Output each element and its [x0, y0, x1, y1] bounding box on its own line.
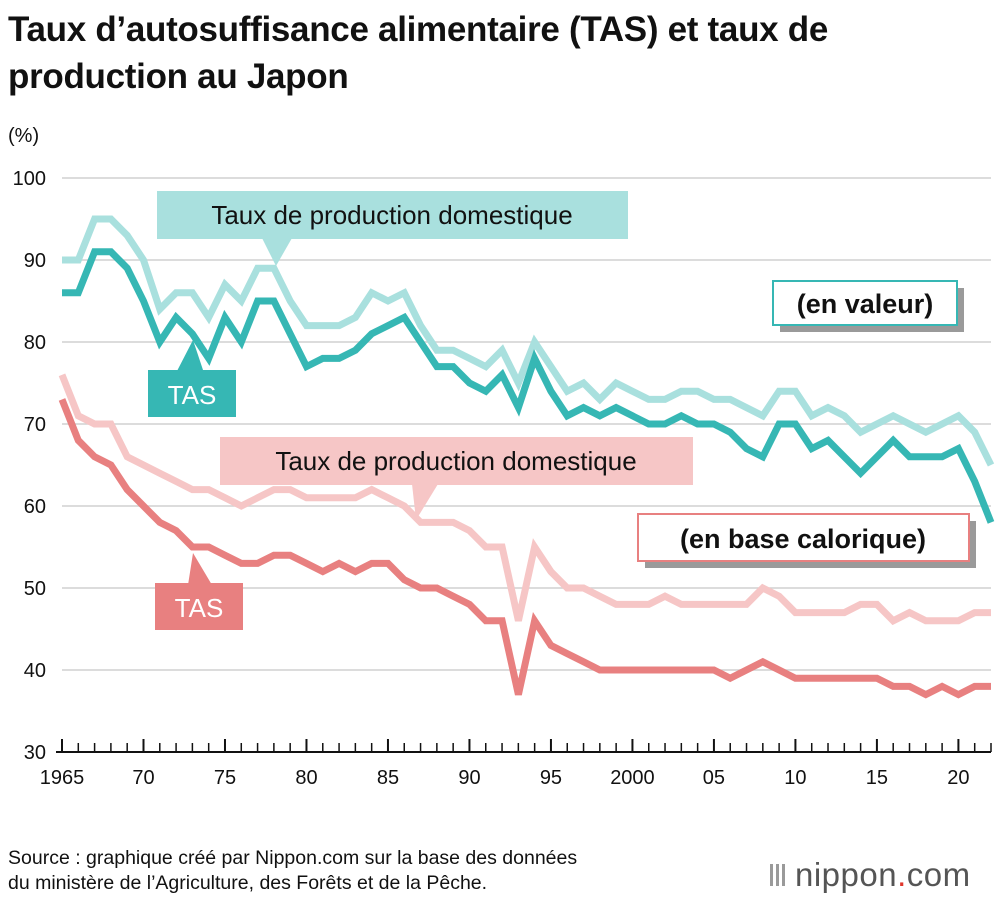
y-tick-label: 100	[13, 168, 46, 190]
y-axis-ticks: 30 40 50 60 70 80 90 100	[13, 168, 46, 764]
source-note: Source : graphique créé par Nippon.com s…	[8, 846, 577, 896]
label-calorie-tas-box	[155, 583, 243, 630]
label-calorie-tas-text: TAS	[175, 593, 224, 623]
label-value-production-pointer	[262, 238, 292, 266]
label-calorie-tas-pointer	[188, 553, 212, 585]
label-calorie-production: Taux de production domestique	[220, 437, 693, 520]
label-value-production: Taux de production domestique	[157, 191, 628, 266]
y-tick-label: 50	[24, 578, 46, 600]
source-line-2: du ministère de l’Agriculture, des Forêt…	[8, 872, 488, 894]
label-calorie-production-text: Taux de production domestique	[275, 446, 636, 476]
x-tick-label: 80	[295, 767, 317, 789]
y-tick-label: 40	[24, 660, 46, 682]
x-tick-label: 2000	[610, 767, 655, 789]
label-value-tas: TAS	[148, 340, 236, 417]
y-tick-label: 60	[24, 496, 46, 518]
label-value-production-box	[157, 191, 628, 239]
y-tick-label: 80	[24, 332, 46, 354]
label-calorie-group-box	[637, 513, 970, 562]
source-line-1: Source : graphique créé par Nippon.com s…	[8, 847, 578, 869]
logo-suffix: com	[906, 856, 971, 893]
x-tick-label: 70	[132, 767, 154, 789]
chart-title: Taux d’autosuffisance alimentaire (TAS) …	[8, 10, 828, 96]
label-value-tas-text: TAS	[168, 380, 217, 410]
x-tick-label: 05	[703, 767, 725, 789]
line-chart: (%) 30 40 50 60 70 80 90 100 1965 70 75 80 85 90 95 20…	[8, 125, 995, 789]
x-axis: 1965 70 75 80 85 90 95 2000 05 10 15 20	[40, 739, 992, 789]
series-line-value-tas	[62, 248, 995, 524]
label-calorie-group: (en base calorique)	[637, 513, 976, 568]
nippon-logo: nippon. com	[770, 856, 971, 893]
logo-name: nippon	[795, 856, 898, 893]
label-value-group-box	[772, 280, 958, 326]
label-calorie-tas: TAS	[155, 553, 243, 630]
y-tick-label: 70	[24, 414, 46, 436]
x-tick-label: 20	[947, 767, 969, 789]
series-line-calorie-tas	[58, 398, 991, 699]
label-calorie-group-text: (en base calorique)	[680, 524, 926, 554]
x-tick-label: 75	[214, 767, 236, 789]
label-value-group: (en valeur)	[772, 280, 964, 332]
x-tick-label: 10	[784, 767, 806, 789]
label-calorie-production-box	[220, 437, 693, 485]
label-value-production-text: Taux de production domestique	[211, 200, 572, 230]
series-line-value-production	[62, 215, 995, 467]
label-value-tas-box	[148, 370, 236, 417]
x-tick-label: 15	[866, 767, 888, 789]
y-tick-label: 30	[24, 742, 46, 764]
x-tick-label: 90	[458, 767, 480, 789]
series-lines	[58, 215, 995, 699]
x-tick-label: 95	[540, 767, 562, 789]
y-tick-label: 90	[24, 250, 46, 272]
logo-dot: .	[897, 856, 907, 893]
label-value-tas-pointer	[176, 340, 204, 373]
logo-grip-icon	[770, 864, 785, 886]
series-line-calorie-production	[58, 373, 991, 626]
label-value-group-text: (en valeur)	[797, 289, 934, 319]
x-tick-label: 85	[377, 767, 399, 789]
x-tick-label: 1965	[40, 767, 85, 789]
label-calorie-production-pointer	[412, 484, 438, 520]
y-axis-unit-label: (%)	[8, 125, 39, 147]
